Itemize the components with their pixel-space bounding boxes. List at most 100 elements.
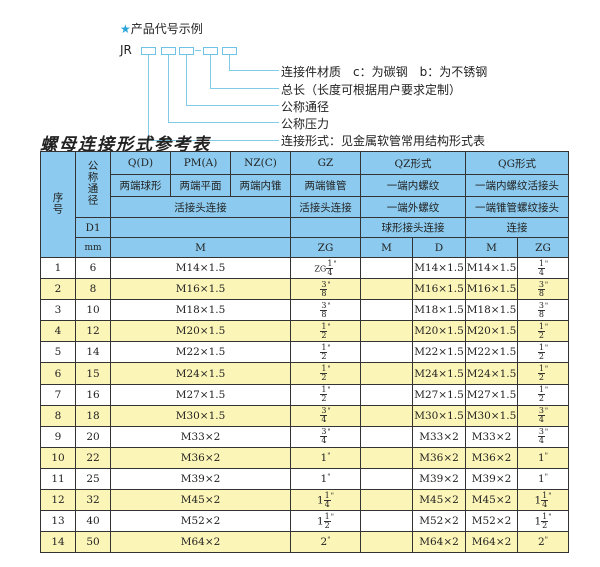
cell-dn: 8 [75,278,111,301]
nut-connection-table: 序号 公称通径 Q(D) PM(A) NZ(C) GZ QZ形式 QG形式 两端… [40,151,569,554]
cell-dn: 10 [75,299,111,322]
hdr-qg3: 一端锥管螺纹接头 [465,196,569,218]
cell-m: M22×1.5 [110,341,291,364]
dash [195,50,201,51]
legend-item: 公称压力 [281,117,330,131]
cell-qg-zg: 1 4 " [517,256,569,280]
cell-qz-d: M39×2 [412,467,466,491]
hdr-qg4: 连接 [465,217,569,238]
legend-item: 总长（长度可根据用户要求定制） [281,83,462,97]
code-prefix: JR [120,43,132,57]
cell-m: M20×1.5 [110,320,291,343]
cell-qg-m: M45×2 [465,489,518,512]
cell-qz-m [360,320,413,343]
cell-qz-m [360,510,413,533]
cell-zg: 3 4 " [290,425,361,448]
cell-qz-d: M27×1.5 [412,383,466,406]
table-row: 6 15 M24×1.5 1 2 " M24×1.5 M24×1.5 1 2 " [40,362,569,385]
cell-no: 9 [40,425,76,448]
cell-dn: 15 [75,362,111,385]
hdr-qz4: 球形接头连接 [360,217,466,238]
cell-no: 7 [40,383,76,406]
cell-qg-m: M33×2 [465,425,518,448]
cell-dn: 6 [75,256,111,280]
cell-dn: 18 [75,404,111,427]
cell-qg-zg: 1 2 " [517,383,569,406]
table-row: 9 20 M33×2 3 4 " M33×2 M33×2 3 4 " [40,425,569,448]
cell-qz-m [360,467,413,491]
hdr-blank [110,217,291,238]
cell-qg-zg: 1 2 " [517,341,569,364]
table-row: 1 6 M14×1.5 ZG 1 4 " M14×1.5 M14×1.5 1 4 " [40,256,569,280]
cell-no: 5 [40,341,76,364]
legend-heading-text: 产品代号示例 [130,22,203,36]
cell-qg-m: M39×2 [465,467,518,491]
cell-zg: 3 4 " [290,404,361,427]
table-row: 13 40 M52×2 1 1 2 " M52×2 M52×2 1 1 2 " [40,510,569,533]
legend-item: 连接形式：见金属软管常用结构形式表 [281,134,486,148]
hdr-q2: 两端球形 [110,174,171,197]
hdr-zg: ZG [290,237,361,258]
cell-m: M14×1.5 [110,256,291,280]
cell-no: 4 [40,320,76,343]
col-dn: 公称通径 [75,151,111,218]
hdr-qzd: D [412,237,466,258]
hdr-blank [290,217,361,238]
cell-qg-m: M30×1.5 [465,404,518,427]
cell-qg-m: M24×1.5 [465,362,518,385]
hdr-gz: GZ [290,151,361,175]
cell-qg-zg: 1 1 2 " [517,510,569,533]
cell-zg: 1 2 " [290,341,361,364]
cell-qz-m [360,362,413,385]
cell-dn: 12 [75,320,111,343]
cell-qz-d: M22×1.5 [412,341,466,364]
cell-qz-d: M24×1.5 [412,362,466,385]
cell-zg: 1 1 4 " [290,489,361,512]
cell-qg-zg: 1" [517,446,569,469]
cell-qg-zg: 1 2 " [517,362,569,385]
cell-m: M18×1.5 [110,299,291,322]
cell-m: M33×2 [110,425,291,448]
cell-qz-d: M20×1.5 [412,320,466,343]
cell-zg: 1 2 " [290,320,361,343]
table-row: 8 18 M30×1.5 3 4 " M30×1.5 M30×1.5 3 4 " [40,404,569,427]
cell-zg: 1" [290,446,361,469]
cell-qz-m [360,531,413,554]
cell-no: 3 [40,299,76,322]
cell-dn: 22 [75,446,111,469]
table-row: 7 16 M27×1.5 1 2 " M27×1.5 M27×1.5 1 2 " [40,383,569,406]
cell-qz-m [360,299,413,322]
cell-qg-zg: 3 8 " [517,278,569,301]
cell-m: M27×1.5 [110,383,291,406]
cell-qg-m: M64×2 [465,531,518,554]
hdr-pm2: 两端平面 [170,174,231,197]
hdr-union: 活接头连接 [110,196,291,218]
cell-qg-zg: 2" [517,531,569,554]
cell-zg: 1" [290,467,361,491]
cell-qz-d: M33×2 [412,425,466,448]
cell-no: 11 [40,467,76,491]
cell-qz-m [360,383,413,406]
table-title: 螺母连接形式参考表 [40,135,211,155]
cell-qg-zg: 3 4 " [517,425,569,448]
cell-zg: 1 2 " [290,362,361,385]
cell-no: 6 [40,362,76,385]
cell-qz-m [360,404,413,427]
col-seq: 序号 [40,151,76,258]
cell-qz-m [360,278,413,301]
cell-qz-d: M30×1.5 [412,404,466,427]
cell-qg-m: M36×2 [465,446,518,469]
cell-zg: 1 1 2 " [290,510,361,533]
hdr-nz: NZ(C) [230,151,291,175]
table-row: 12 32 M45×2 1 1 4 " M45×2 M45×2 1 1 4 " [40,489,569,512]
cell-m: M52×2 [110,510,291,533]
cell-qz-m [360,256,413,280]
code-slot [203,47,218,55]
cell-qz-m [360,489,413,512]
table-row: 3 10 M18×1.5 3 8 " M18×1.5 M18×1.5 3 8 " [40,299,569,322]
cell-dn: 14 [75,341,111,364]
cell-qz-d: M16×1.5 [412,278,466,301]
cell-qg-m: M16×1.5 [465,278,518,301]
cell-zg: 3 8 " [290,278,361,301]
hdr-qg: QG形式 [465,151,569,175]
